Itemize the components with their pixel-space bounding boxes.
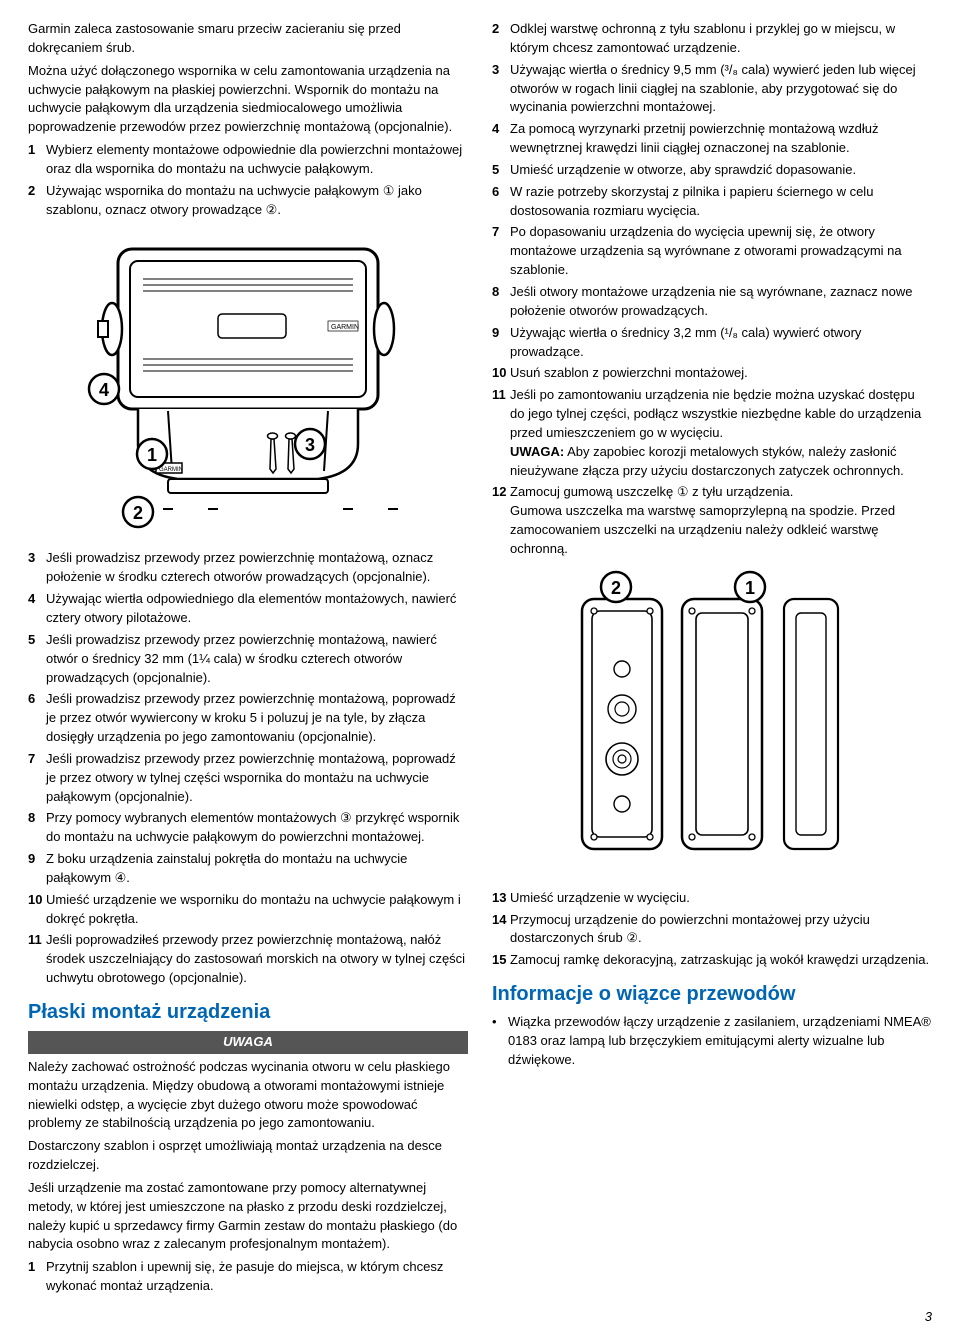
- step-num: 1: [28, 1258, 46, 1296]
- step-text: Zamocuj ramkę dekoracyjną, zatrzaskując …: [510, 951, 932, 970]
- warning-text: Należy zachować ostrożność podczas wycin…: [28, 1058, 468, 1133]
- step-num: 5: [492, 161, 510, 180]
- step-text: Z boku urządzenia zainstaluj pokrętła do…: [46, 850, 468, 888]
- step-num: 11: [492, 386, 510, 480]
- uwaga-text: Aby zapobiec korozji metalowych styków, …: [510, 444, 904, 478]
- figure-bracket-mount: GARMIN GARMIN 4 1: [68, 229, 428, 539]
- heading-flat-mount: Płaski montaż urządzenia: [28, 998, 468, 1027]
- procedure-a: 1Wybierz elementy montażowe odpowiednie …: [28, 141, 468, 219]
- step-num: 1: [28, 141, 46, 179]
- step-num: 9: [28, 850, 46, 888]
- step-text: Używając wiertła odpowiedniego dla eleme…: [46, 590, 468, 628]
- step-num: 6: [492, 183, 510, 221]
- step-num: 13: [492, 889, 510, 908]
- heading-wiring: Informacje o wiązce przewodów: [492, 980, 932, 1009]
- step-num: 7: [28, 750, 46, 807]
- step-text: Usuń szablon z powierzchni montażowej.: [510, 364, 932, 383]
- step-text: Jeśli otwory montażowe urządzenia nie są…: [510, 283, 932, 321]
- step-text: Umieść urządzenie w wycięciu.: [510, 889, 932, 908]
- step-num: 12: [492, 483, 510, 558]
- intro-paragraph-1: Garmin zaleca zastosowanie smaru przeciw…: [28, 20, 468, 58]
- step-num: 15: [492, 951, 510, 970]
- warning-banner: UWAGA: [28, 1031, 468, 1054]
- step-num: 3: [28, 549, 46, 587]
- svg-text:GARMIN: GARMIN: [159, 467, 183, 473]
- callout-3: 3: [305, 435, 315, 455]
- step-num: 4: [28, 590, 46, 628]
- bullet-text: Wiązka przewodów łączy urządzenie z zasi…: [508, 1013, 932, 1070]
- step-text: Jeśli prowadzisz przewody przez powierzc…: [46, 750, 468, 807]
- step-num: 10: [492, 364, 510, 383]
- step-text: Zamocuj gumową uszczelkę ① z tyłu urządz…: [510, 483, 932, 558]
- wiring-bullets: Wiązka przewodów łączy urządzenie z zasi…: [492, 1013, 932, 1070]
- step-num: 10: [28, 891, 46, 929]
- callout-4: 4: [99, 380, 109, 400]
- step-text: Umieść urządzenie w otworze, aby sprawdz…: [510, 161, 932, 180]
- step-num: 9: [492, 324, 510, 362]
- step-text: Używając wiertła o średnicy 9,5 mm (³/₈ …: [510, 61, 932, 118]
- svg-text:GARMIN: GARMIN: [331, 324, 359, 331]
- step-text: Wybierz elementy montażowe odpowiednie d…: [46, 141, 468, 179]
- step-num: 8: [492, 283, 510, 321]
- step-text: Przytnij szablon i upewnij się, że pasuj…: [46, 1258, 468, 1296]
- step-text: Odklej warstwę ochronną z tyłu szablonu …: [510, 20, 932, 58]
- step-text: Jeśli poprowadziłeś przewody przez powie…: [46, 931, 468, 988]
- callout-1: 1: [745, 578, 755, 598]
- step-num: 11: [28, 931, 46, 988]
- uwaga-label: UWAGA:: [510, 444, 564, 459]
- step-text: Używając wspornika do montażu na uchwyci…: [46, 182, 468, 220]
- col2-para2: Jeśli urządzenie ma zostać zamontowane p…: [28, 1179, 468, 1254]
- col2-intro: Dostarczony szablon i osprzęt umożliwiaj…: [28, 1137, 468, 1175]
- procedure-flush-2: 13Umieść urządzenie w wycięciu. 14Przymo…: [492, 889, 932, 970]
- step-num: 5: [28, 631, 46, 688]
- callout-2: 2: [611, 578, 621, 598]
- step-text: Jeśli po zamontowaniu urządzenia nie będ…: [510, 386, 932, 480]
- callout-2: 2: [133, 503, 143, 523]
- step-text: Przy pomocy wybranych elementów montażow…: [46, 809, 468, 847]
- step-num: 6: [28, 690, 46, 747]
- step-num: 2: [28, 182, 46, 220]
- step-text: Za pomocą wyrzynarki przetnij powierzchn…: [510, 120, 932, 158]
- step-num: 2: [492, 20, 510, 58]
- step-text: Przymocuj urządzenie do powierzchni mont…: [510, 911, 932, 949]
- step-text: W razie potrzeby skorzystaj z pilnika i …: [510, 183, 932, 221]
- intro-paragraph-2: Można użyć dołączonego wspornika w celu …: [28, 62, 468, 137]
- step-num: 4: [492, 120, 510, 158]
- step-num: 7: [492, 223, 510, 280]
- step-text: Używając wiertła o średnicy 3,2 mm (¹/₈ …: [510, 324, 932, 362]
- step-num: 8: [28, 809, 46, 847]
- procedure-b: 3Jeśli prowadzisz przewody przez powierz…: [28, 549, 468, 988]
- step-text: Jeśli prowadzisz przewody przez powierzc…: [46, 631, 468, 688]
- step-num: 3: [492, 61, 510, 118]
- figure-rear-gasket: 2 1: [522, 569, 902, 879]
- step-text: Jeśli prowadzisz przewody przez powierzc…: [46, 690, 468, 747]
- callout-1: 1: [147, 445, 157, 465]
- step-text: Umieść urządzenie we wsporniku do montaż…: [46, 891, 468, 929]
- step-text: Po dopasowaniu urządzenia do wycięcia up…: [510, 223, 932, 280]
- step-text: Jeśli prowadzisz przewody przez powierzc…: [46, 549, 468, 587]
- page-number: 3: [925, 1308, 932, 1327]
- step-num: 14: [492, 911, 510, 949]
